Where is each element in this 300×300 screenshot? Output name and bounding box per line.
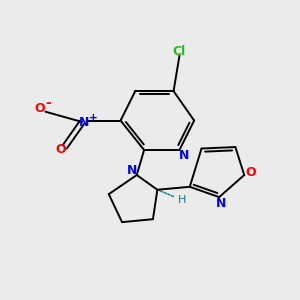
Text: H: H	[178, 195, 187, 205]
Text: O: O	[34, 102, 45, 115]
Text: +: +	[89, 112, 98, 123]
Text: N: N	[215, 197, 226, 210]
Text: O: O	[245, 166, 256, 179]
Text: N: N	[127, 164, 137, 177]
Text: O: O	[55, 143, 65, 157]
Text: Cl: Cl	[173, 45, 186, 58]
Text: N: N	[79, 116, 89, 128]
Text: N: N	[179, 149, 189, 162]
Text: -: -	[46, 96, 51, 110]
